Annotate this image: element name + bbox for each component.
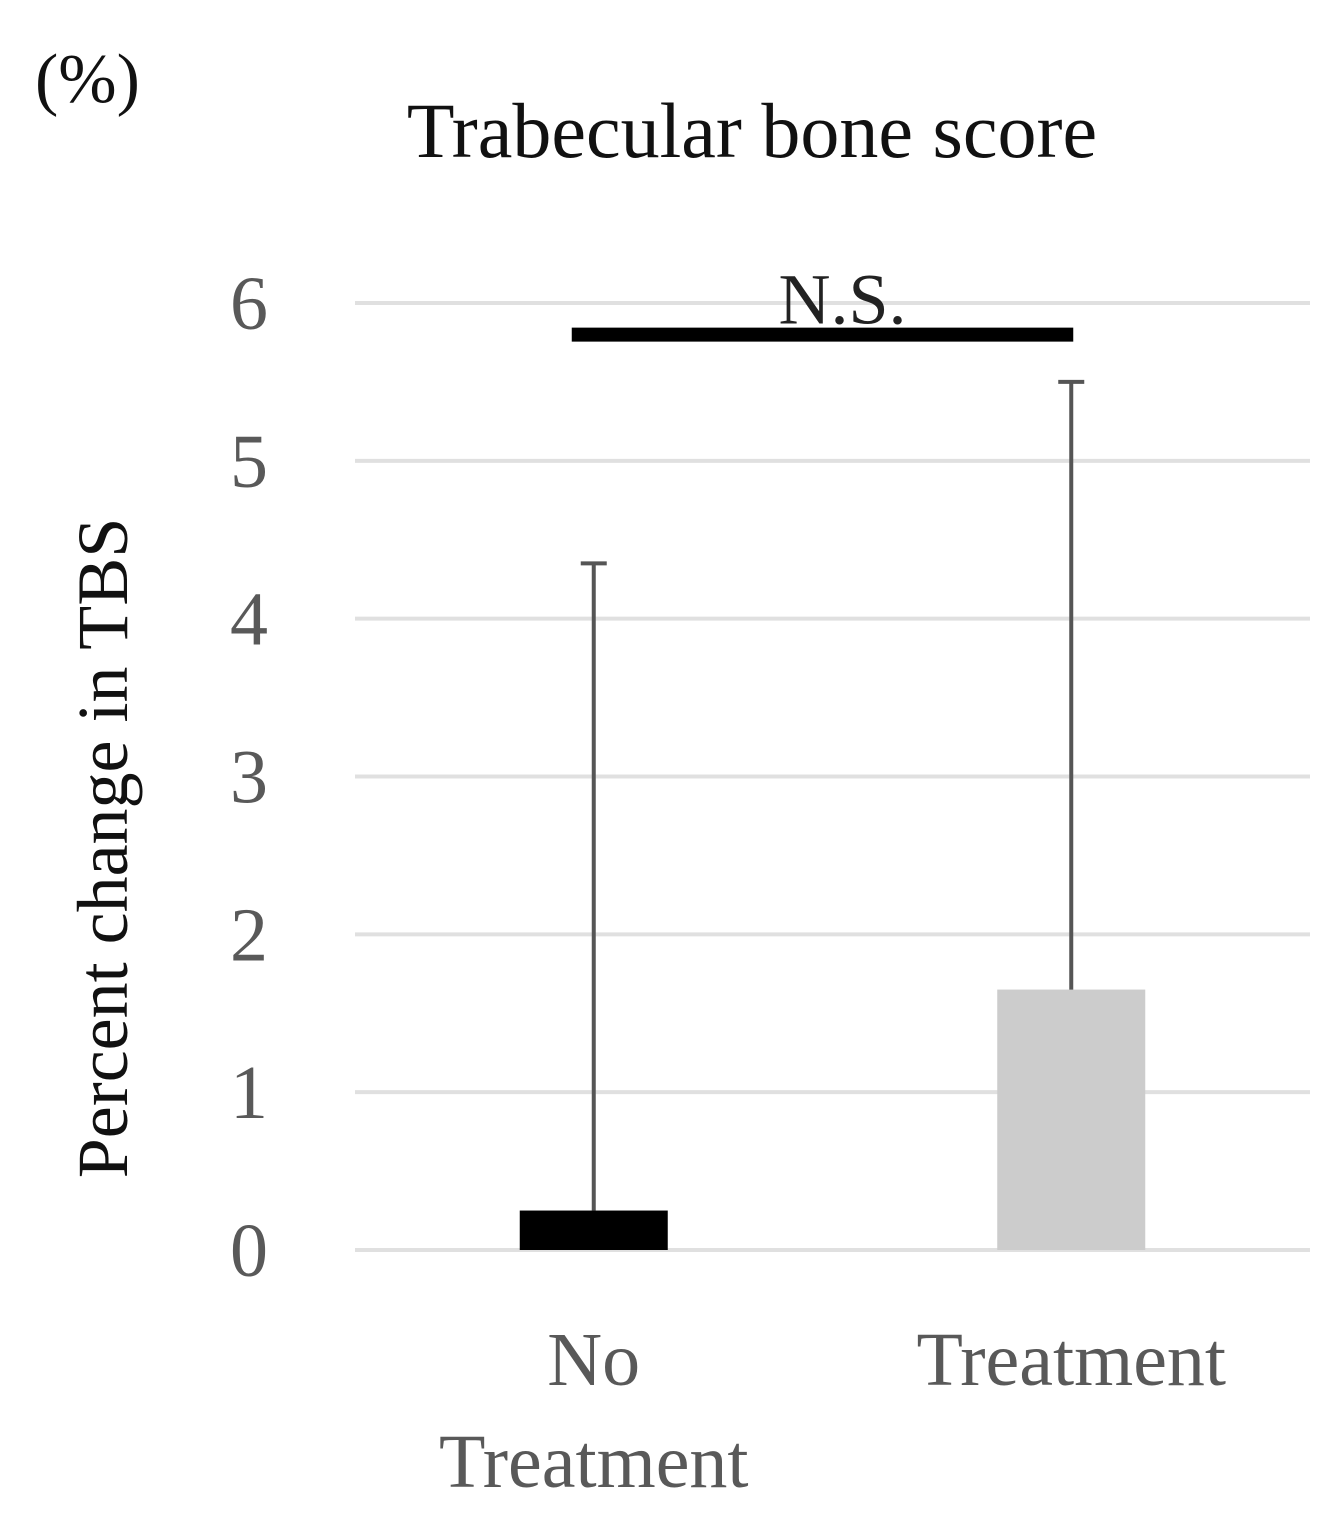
- y-tick-label: 4: [230, 578, 268, 662]
- y-tick-labels: 0 1 2 3 4 5 6: [230, 262, 268, 1293]
- y-tick-label: 3: [230, 736, 268, 820]
- category-label: Treatment: [916, 1318, 1226, 1402]
- y-tick-label: 6: [230, 262, 268, 346]
- category-label: Treatment: [439, 1420, 749, 1504]
- y-tick-label: 2: [230, 893, 268, 977]
- y-tick-label: 0: [230, 1209, 268, 1293]
- y-tick-label: 5: [230, 420, 268, 504]
- gridlines: [355, 301, 1310, 1252]
- category-label: No: [547, 1318, 640, 1402]
- chart-title: Trabecular bone score: [407, 87, 1097, 174]
- y-axis-label: Percent change in TBS: [63, 518, 143, 1179]
- significance-annotation: N.S.: [571, 260, 1074, 342]
- bar: [997, 989, 1146, 1250]
- bar: [519, 1210, 668, 1250]
- unit-label: (%): [35, 41, 140, 118]
- significance-label: N.S.: [778, 260, 906, 340]
- error-bars: [580, 379, 1085, 1211]
- y-tick-label: 1: [230, 1051, 268, 1135]
- category-labels: No Treatment Treatment: [439, 1318, 1226, 1504]
- bars: [519, 989, 1146, 1250]
